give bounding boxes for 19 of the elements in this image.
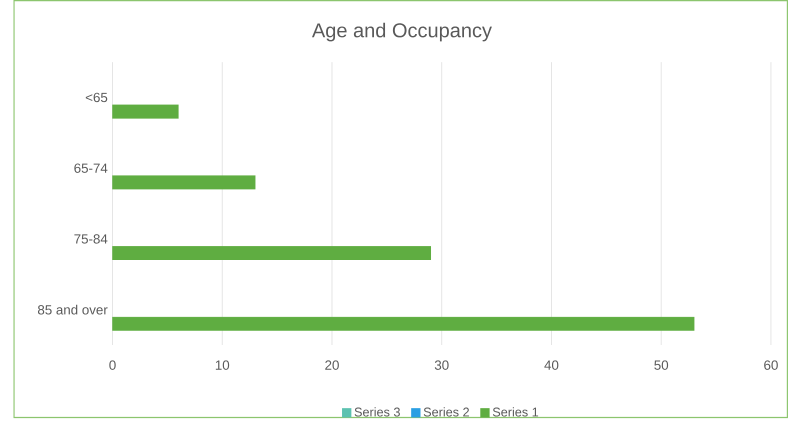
bar — [112, 104, 179, 119]
legend-label: Series 1 — [492, 407, 538, 417]
x-tick-label: 10 — [216, 360, 230, 370]
x-tick-label: 40 — [544, 360, 558, 370]
legend-label: Series 3 — [354, 407, 400, 417]
y-tick-label: <65 — [86, 92, 108, 102]
y-tick-label: 75-84 — [74, 234, 108, 244]
y-tick-label: 65-74 — [74, 164, 108, 174]
y-tick-label: 85 and over — [38, 304, 108, 315]
x-tick-label: 60 — [764, 360, 778, 370]
legend-label: Series 2 — [424, 407, 469, 417]
x-tick-label: 50 — [654, 360, 668, 370]
x-tick-label: 0 — [109, 360, 116, 370]
x-tick-label: 30 — [434, 360, 449, 370]
bar — [112, 246, 432, 260]
chart-title: Age and Occupancy — [312, 22, 492, 42]
bar — [112, 316, 694, 331]
x-tick-label: 20 — [325, 360, 339, 370]
bar — [112, 175, 256, 190]
